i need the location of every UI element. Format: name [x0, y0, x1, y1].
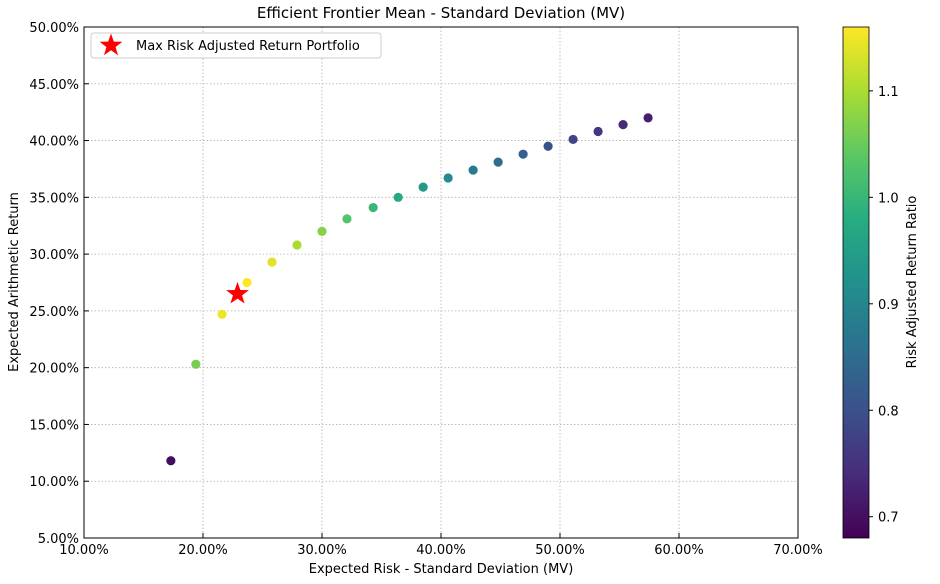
x-tick-label: 30.00%: [297, 543, 347, 558]
colorbar-tick-label: 0.9: [878, 298, 899, 313]
scatter-point: [317, 226, 327, 236]
scatter-point: [166, 456, 176, 466]
colorbar-tick-label: 1.1: [878, 85, 899, 100]
scatter-point: [292, 240, 302, 250]
scatter-point: [217, 309, 227, 319]
grid-lines: [84, 27, 798, 538]
chart-title: Efficient Frontier Mean - Standard Devia…: [257, 4, 625, 22]
y-tick-label: 35.00%: [29, 191, 79, 206]
y-tick-label: 15.00%: [29, 418, 79, 433]
legend-box: [90, 32, 382, 59]
x-tick-label: 20.00%: [178, 543, 228, 558]
colorbar-ticks: 0.7 0.8 0.9 1.0 1.1: [869, 85, 899, 526]
colorbar-tick-label: 1.0: [878, 191, 899, 206]
scatter-point: [593, 126, 603, 137]
x-tick-label: 70.00%: [773, 543, 823, 558]
x-axis-ticks: 10.00% 20.00% 30.00% 40.00% 50.00% 60.00% 70.0…: [59, 533, 823, 558]
scatter-point: [618, 120, 628, 130]
x-tick-label: 50.00%: [535, 543, 585, 558]
y-tick-label: 50.00%: [29, 21, 79, 36]
scatter-point: [543, 141, 553, 151]
legend-label: Max Risk Adjusted Return Portfolio: [136, 39, 360, 54]
scatter-point: [493, 157, 503, 167]
scatter-points: [166, 113, 653, 466]
y-axis-ticks: 5.00% 10.00% 15.00% 20.00% 25.00% 30.00% 35.00…: [29, 21, 89, 547]
x-tick-label: 40.00%: [416, 543, 466, 558]
y-tick-label: 40.00%: [29, 135, 79, 150]
legend-star-marker: [99, 33, 123, 56]
scatter-point: [518, 149, 528, 159]
x-axis-label: Expected Risk - Standard Deviation (MV): [309, 562, 574, 577]
legend: Max Risk Adjusted Return Portfolio: [90, 32, 382, 59]
scatter-point: [342, 214, 352, 224]
y-tick-label: 45.00%: [29, 78, 79, 93]
y-tick-label: 30.00%: [29, 248, 79, 263]
scatter-point: [643, 113, 653, 123]
colorbar-label: Risk Adjusted Return Ratio: [905, 196, 920, 369]
scatter-point: [368, 202, 378, 213]
legend-star-icon: [99, 33, 123, 56]
scatter-point: [568, 134, 578, 145]
x-tick-label: 60.00%: [654, 543, 704, 558]
colorbar-tick-label: 0.8: [878, 404, 899, 419]
scatter-point: [393, 192, 403, 202]
max-risk-adjusted-star: [226, 281, 249, 304]
y-tick-label: 20.00%: [29, 362, 79, 377]
scatter-point: [191, 359, 201, 369]
scatter-point: [267, 257, 277, 267]
colorbar: 0.7 0.8 0.9 1.0 1.1 Risk Adjusted Return Rat…: [842, 26, 920, 539]
scatter-point: [242, 277, 252, 288]
highlight-group: [226, 281, 249, 304]
colorbar-gradient: [842, 26, 870, 539]
y-tick-label: 5.00%: [38, 532, 79, 547]
x-tick-label: 10.00%: [59, 543, 109, 558]
scatter-point: [443, 173, 453, 183]
scatter-point: [418, 182, 428, 192]
scatter-point: [468, 165, 478, 175]
y-axis-label: Expected Arithmetic Return: [7, 192, 22, 372]
y-tick-label: 25.00%: [29, 305, 79, 320]
colorbar-tick-label: 0.7: [878, 511, 899, 526]
y-tick-label: 10.00%: [29, 475, 79, 490]
